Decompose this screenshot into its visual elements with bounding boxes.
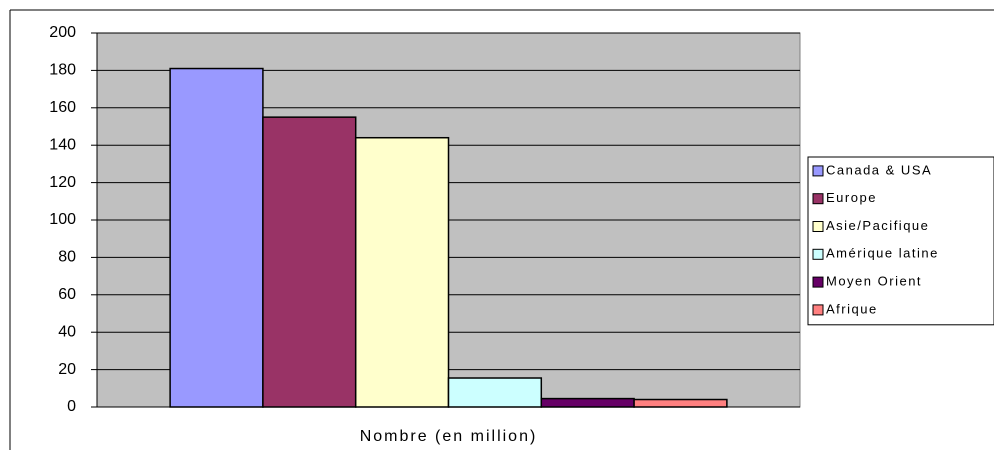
- bar: [354, 136, 450, 408]
- legend-label: Moyen Orient: [826, 274, 922, 289]
- y-tick-label: 200: [49, 24, 76, 41]
- y-tick-label: 20: [58, 361, 76, 378]
- legend-label: Asie/Pacifique: [826, 218, 929, 233]
- bar: [169, 67, 264, 408]
- legend-swatch: [812, 221, 824, 232]
- y-tick-label: 40: [58, 323, 76, 340]
- x-axis-label: Nombre (en million): [360, 428, 538, 445]
- y-tick-label: 180: [49, 62, 76, 79]
- bar: [262, 116, 357, 408]
- y-tick-label: 60: [58, 286, 76, 303]
- bar: [540, 397, 635, 408]
- y-tick-label: 100: [49, 211, 76, 228]
- y-tick-label: 120: [49, 174, 76, 191]
- bar: [447, 377, 543, 408]
- legend-swatch: [812, 165, 824, 177]
- y-tick-label: 160: [49, 99, 76, 116]
- legend-swatch: [812, 304, 824, 316]
- legend-label: Afrique: [826, 301, 878, 316]
- legend-label: Europe: [826, 190, 877, 205]
- bar: [633, 398, 728, 408]
- y-tick-label: 0: [67, 398, 76, 415]
- legend-swatch: [812, 193, 824, 205]
- legend-label: Amérique latine: [826, 246, 939, 261]
- legend-label: Canada & USA: [826, 162, 932, 177]
- legend-swatch: [812, 248, 824, 260]
- y-tick-label: 140: [49, 136, 76, 153]
- legend-swatch: [812, 276, 824, 288]
- legend-box: [807, 156, 994, 326]
- y-tick-label: 80: [58, 249, 76, 266]
